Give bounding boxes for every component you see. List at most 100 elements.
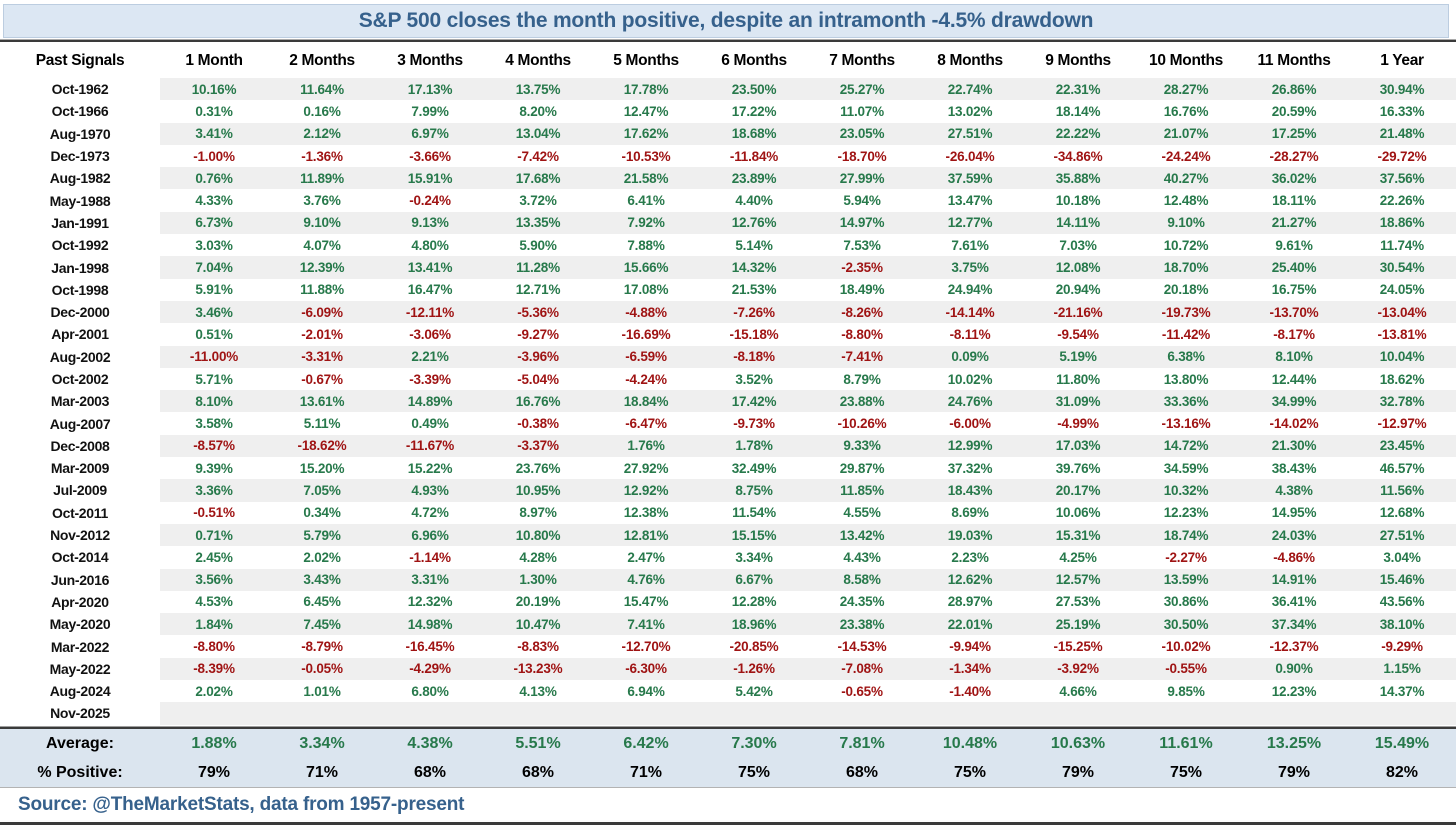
return-cell: -14.14%: [945, 304, 995, 320]
return-cell: 12.23%: [1271, 683, 1317, 699]
return-cell: -1.26%: [733, 661, 775, 677]
signal-date-label: Oct-1992: [51, 237, 109, 254]
return-cell: -7.08%: [841, 661, 883, 677]
return-cell: 17.68%: [515, 170, 561, 186]
row-values: 6.73% 9.10% 9.13% 13.35% 7.92% 12.76% 14.97% 12…: [160, 211, 1456, 235]
return-cell: 13.61%: [299, 393, 345, 409]
table-row: Oct-1992 3.03% 4.07% 4.80% 5.90% 7.88% 5.14% 7.…: [0, 234, 1456, 256]
return-cell: 36.41%: [1271, 594, 1317, 610]
signal-date-label: Mar-2003: [50, 393, 110, 410]
return-cell: 27.53%: [1055, 594, 1101, 610]
return-cell: 16.47%: [407, 282, 453, 298]
return-cell: 46.57%: [1379, 460, 1425, 476]
return-cell: -11.42%: [1161, 326, 1211, 342]
signal-date-label: Oct-2011: [52, 504, 108, 521]
return-cell: 24.76%: [947, 393, 993, 409]
return-cell: 4.80%: [411, 237, 449, 253]
signal-date-label: Nov-2012: [50, 527, 110, 544]
signal-date-label: Apr-2001: [51, 326, 109, 343]
return-cell: 2.23%: [951, 549, 989, 565]
return-cell: -7.42%: [517, 148, 559, 164]
return-cell: 0.71%: [195, 527, 233, 543]
return-cell: -13.04%: [1377, 304, 1427, 320]
return-cell: 30.50%: [1163, 616, 1209, 632]
return-cell: 36.02%: [1271, 170, 1317, 186]
return-cell: 21.53%: [731, 282, 777, 298]
return-cell: 26.86%: [1271, 81, 1317, 97]
return-cell: 14.97%: [839, 215, 885, 231]
return-cell: 17.22%: [731, 103, 777, 119]
return-cell: 13.02%: [947, 103, 993, 119]
return-cell: 4.07%: [303, 237, 341, 253]
table-row: Apr-2020 4.53% 6.45% 12.32% 20.19% 15.47% 12.2…: [0, 591, 1456, 613]
return-cell: 5.19%: [1059, 349, 1097, 365]
return-cell: 3.43%: [303, 572, 341, 588]
return-cell: 1.78%: [735, 438, 773, 454]
return-cell: 18.70%: [1163, 260, 1209, 276]
return-cell: 13.75%: [515, 81, 561, 97]
return-cell: -0.51%: [193, 505, 235, 521]
signal-date-label: Oct-1962: [51, 81, 109, 98]
return-cell: 17.25%: [1271, 126, 1317, 142]
return-cell: 8.69%: [951, 505, 989, 521]
column-header: 7 Months: [829, 52, 895, 69]
return-cell: 4.55%: [843, 505, 881, 521]
average-label: Average:: [46, 734, 114, 752]
summary-divider: [0, 726, 1456, 729]
return-cell: 22.01%: [947, 616, 993, 632]
return-cell: 3.52%: [735, 371, 773, 387]
return-cell: -13.23%: [513, 661, 563, 677]
return-cell: -3.96%: [517, 349, 559, 365]
return-cell: 7.03%: [1059, 237, 1097, 253]
return-cell: 18.74%: [1163, 527, 1209, 543]
return-cell: 6.38%: [1167, 349, 1205, 365]
return-cell: -2.01%: [301, 326, 343, 342]
table-row: Oct-1966 0.31% 0.16% 7.99% 8.20% 12.47% 17.22%…: [0, 100, 1456, 122]
return-cell: 0.34%: [303, 505, 341, 521]
return-cell: 9.33%: [843, 438, 881, 454]
return-cell: 17.62%: [623, 126, 669, 142]
return-cell: 18.96%: [731, 616, 777, 632]
return-cell: 28.27%: [1163, 81, 1209, 97]
return-cell: 20.18%: [1163, 282, 1209, 298]
return-cell: 1.15%: [1383, 661, 1421, 677]
return-cell: 9.85%: [1167, 683, 1205, 699]
return-cell: 12.99%: [947, 438, 993, 454]
return-cell: 5.90%: [519, 237, 557, 253]
return-cell: 2.21%: [411, 349, 449, 365]
row-values: -8.80% -8.79% -16.45% -8.83% -12.70% -20.85% -…: [160, 635, 1456, 657]
table-row: Oct-2002 5.71% -0.67% -3.39% -5.04% -4.24% 3.5…: [0, 368, 1456, 390]
return-cell: 24.05%: [1379, 282, 1425, 298]
row-values: 0.76% 11.89% 15.91% 17.68% 21.58% 23.89% 27.99…: [160, 167, 1456, 190]
signal-date-label: Oct-1998: [51, 281, 109, 298]
return-cell: 17.78%: [623, 81, 669, 97]
signal-date-label: Jul-2009: [53, 482, 107, 499]
signal-date-label: Oct-2014: [51, 549, 109, 566]
return-cell: 12.81%: [623, 527, 669, 543]
return-cell: -18.70%: [837, 148, 887, 164]
return-cell: 9.61%: [1275, 237, 1313, 253]
row-values: 0.51% -2.01% -3.06% -9.27% -16.69% -15.18% -8.…: [160, 323, 1456, 345]
return-cell: 11.85%: [840, 482, 884, 498]
table-header-row: Past Signals 1 Month 2 Months 3 Months 4 Mo…: [0, 44, 1456, 78]
return-cell: -21.16%: [1053, 304, 1103, 320]
return-cell: 4.66%: [1059, 683, 1097, 699]
return-cell: 24.03%: [1271, 527, 1317, 543]
return-cell: 22.74%: [947, 81, 993, 97]
return-cell: -16.45%: [405, 639, 455, 655]
return-cell: 8.10%: [1275, 349, 1313, 365]
return-cell: 8.10%: [195, 393, 233, 409]
return-cell: 4.93%: [411, 482, 449, 498]
return-cell: 2.02%: [303, 549, 341, 565]
return-cell: 12.68%: [1379, 505, 1425, 521]
percent-positive-cell: 68%: [521, 763, 555, 781]
return-cell: 1.84%: [195, 616, 233, 632]
return-cell: 0.76%: [195, 170, 233, 186]
return-cell: 12.44%: [1271, 371, 1317, 387]
row-values: -1.00% -1.36% -3.66% -7.42% -10.53% -11.84% -1…: [160, 145, 1456, 167]
signal-date-label: Apr-2020: [51, 593, 109, 610]
return-cell: 3.72%: [519, 193, 557, 209]
percent-positive-cell: 75%: [1169, 763, 1203, 781]
return-cell: -15.18%: [729, 326, 779, 342]
return-cell: 1.30%: [519, 572, 557, 588]
